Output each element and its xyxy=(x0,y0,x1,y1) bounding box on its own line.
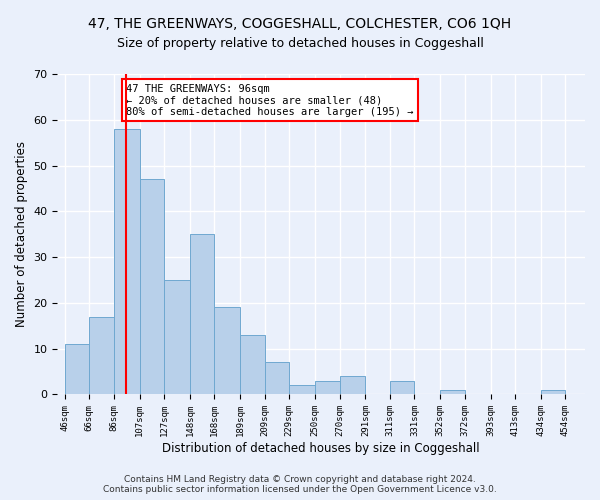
Bar xyxy=(340,376,365,394)
Bar xyxy=(65,344,89,395)
Bar xyxy=(440,390,465,394)
Bar xyxy=(114,129,140,394)
Bar xyxy=(315,380,340,394)
Bar xyxy=(190,234,214,394)
Text: 47 THE GREENWAYS: 96sqm
← 20% of detached houses are smaller (48)
80% of semi-de: 47 THE GREENWAYS: 96sqm ← 20% of detache… xyxy=(126,84,413,117)
Text: Contains HM Land Registry data © Crown copyright and database right 2024.
Contai: Contains HM Land Registry data © Crown c… xyxy=(103,474,497,494)
Bar xyxy=(240,335,265,394)
Text: 47, THE GREENWAYS, COGGESHALL, COLCHESTER, CO6 1QH: 47, THE GREENWAYS, COGGESHALL, COLCHESTE… xyxy=(88,18,512,32)
Bar xyxy=(390,380,415,394)
Bar xyxy=(214,308,240,394)
Bar xyxy=(289,386,315,394)
Bar xyxy=(541,390,565,394)
Y-axis label: Number of detached properties: Number of detached properties xyxy=(15,141,28,327)
Bar xyxy=(164,280,190,394)
Bar xyxy=(140,180,164,394)
X-axis label: Distribution of detached houses by size in Coggeshall: Distribution of detached houses by size … xyxy=(163,442,480,455)
Bar xyxy=(89,316,114,394)
Text: Size of property relative to detached houses in Coggeshall: Size of property relative to detached ho… xyxy=(116,38,484,51)
Bar xyxy=(265,362,289,394)
